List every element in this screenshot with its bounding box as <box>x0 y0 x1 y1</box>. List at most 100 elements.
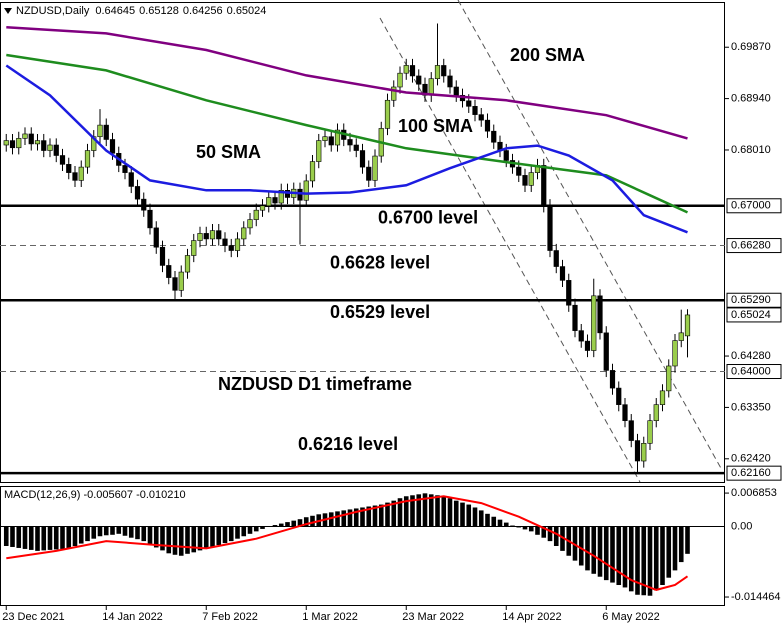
macd-bar <box>97 526 103 537</box>
candle-body <box>228 245 234 251</box>
macd-bar <box>128 526 134 538</box>
candle-body <box>528 172 534 186</box>
candle-body <box>422 83 428 96</box>
candle-body <box>566 280 572 306</box>
level-text: 0.6216 level <box>298 434 398 454</box>
chart-header: NZDUSD,Daily 0.64645 0.65128 0.64256 0.65024 <box>16 5 266 17</box>
candle-body <box>3 140 9 146</box>
levels-layer <box>0 204 725 475</box>
macd-bar <box>335 511 340 527</box>
macd-bar <box>291 520 297 527</box>
candle-body <box>466 100 472 107</box>
macd-bar <box>103 526 109 536</box>
macd-bar <box>328 512 334 527</box>
macd-bar <box>178 526 184 556</box>
macd-bar <box>10 526 15 547</box>
macd-bar <box>653 526 659 591</box>
macd-bar <box>272 525 278 527</box>
candle-body <box>641 443 647 462</box>
header-low: 0.64256 <box>183 5 223 17</box>
macd-bar <box>666 526 672 578</box>
macd-bar <box>628 526 634 592</box>
macd-bar <box>591 526 597 574</box>
level-text: 0.6628 level <box>330 252 430 272</box>
candle-body <box>9 140 16 149</box>
macd-bar <box>441 496 447 527</box>
candle-body <box>666 365 672 392</box>
macd-bar <box>253 526 259 532</box>
candle-body <box>53 144 59 156</box>
level-label-box <box>726 364 782 380</box>
macd-bar <box>285 522 290 527</box>
candle-body <box>434 65 441 80</box>
level-label: 0.67000 <box>731 200 771 212</box>
macd-bar <box>503 522 509 527</box>
candle-body <box>241 227 247 240</box>
candle-body <box>678 332 684 341</box>
candle-body <box>522 175 528 186</box>
macd-bar <box>66 526 72 549</box>
candle-body <box>472 106 478 115</box>
candle-body <box>547 205 553 251</box>
macd-bar <box>410 495 415 527</box>
macd-bar <box>491 516 497 527</box>
candle-body <box>247 219 253 229</box>
x-tick-label: 7 Feb 2022 <box>202 611 258 623</box>
candle-body <box>253 209 259 220</box>
sma-line <box>6 53 689 214</box>
macd-bar <box>53 526 59 550</box>
macd-bar <box>353 508 359 527</box>
macd-bar <box>616 526 622 586</box>
candle-body <box>616 387 622 405</box>
level-label: 0.65290 <box>731 294 771 306</box>
macd-bar <box>610 526 615 583</box>
candle-body <box>278 190 284 204</box>
candle-body <box>28 133 34 145</box>
macd-bar <box>685 526 690 554</box>
macd-bar <box>41 526 47 551</box>
candle-body <box>166 265 172 278</box>
candle-body <box>216 230 222 240</box>
macd-bar <box>310 515 315 527</box>
candle-body <box>134 186 141 200</box>
y-tick-label: 0.69870 <box>731 41 771 53</box>
macd-bar <box>403 496 409 527</box>
candle-body <box>178 271 184 291</box>
macd-bar <box>516 526 522 528</box>
macd-bar <box>116 526 122 534</box>
candle-body <box>647 420 653 444</box>
macd-bar <box>453 500 459 527</box>
macd-bar <box>478 510 484 527</box>
candle-body <box>622 404 628 421</box>
candle-body <box>372 155 378 181</box>
macd-bar <box>85 526 90 542</box>
macd-bar <box>35 526 40 551</box>
macd-bar <box>166 526 172 554</box>
macd-bar <box>553 526 559 546</box>
macd-bar <box>472 507 478 527</box>
plot-layer <box>3 23 691 474</box>
candle-body <box>272 197 278 204</box>
candle-body <box>59 155 66 165</box>
candle-body <box>109 139 116 154</box>
current-price-label: 0.65024 <box>731 309 771 321</box>
macd-bar <box>222 526 228 544</box>
macd-bar <box>622 526 628 588</box>
candle-body <box>147 209 153 229</box>
macd-bar <box>147 526 153 545</box>
macd-bar <box>22 526 28 549</box>
price-label-box <box>726 307 782 323</box>
macd-bar <box>422 493 428 527</box>
header-high: 0.65128 <box>139 5 179 17</box>
candle-body <box>684 314 691 337</box>
candle-body <box>672 340 678 367</box>
macd-bar <box>603 526 609 581</box>
macd-bar <box>585 526 590 571</box>
macd-bar <box>535 526 540 535</box>
macd-bar <box>228 526 234 542</box>
candle-body <box>303 180 309 201</box>
macd-bar <box>247 526 253 534</box>
candle-body <box>366 166 372 181</box>
y-tick-label: 0.64280 <box>731 350 771 362</box>
